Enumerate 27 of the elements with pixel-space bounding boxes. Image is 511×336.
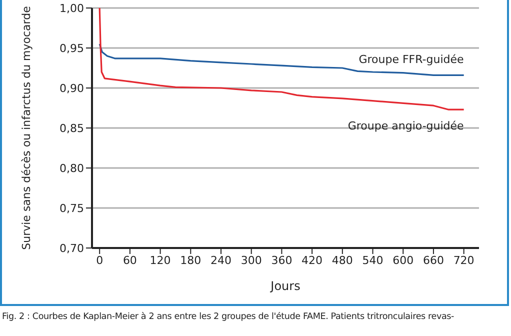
y-tick-label: 1,00	[60, 2, 84, 15]
x-tick-label: 180	[180, 254, 202, 267]
x-tick-label: 480	[332, 254, 353, 267]
x-tick-label: 360	[271, 254, 292, 267]
caption: Fig. 2 : Courbes de Kaplan-Meier à 2 ans entre les 2 groupes de l'étude FAME. Patients tritronculaires revas-	[2, 312, 454, 322]
y-axis-title: Survie sans décès ou infarctus du myocarde	[20, 6, 33, 250]
y-tick-label: 0,70	[60, 242, 84, 255]
y-tick-label: 0,75	[60, 202, 84, 215]
x-tick-label: 60	[122, 254, 137, 267]
y-tick-label: 0,80	[60, 162, 84, 175]
y-tick-label: 0,95	[60, 42, 84, 55]
series-label: Groupe angio-guidée	[348, 120, 464, 133]
y-tick-label: 0,90	[60, 82, 84, 95]
x-tick-label: 600	[392, 254, 414, 267]
x-tick-label: 240	[210, 254, 232, 267]
line-series	[98, 8, 465, 110]
x-axis-title: Jours	[270, 279, 300, 293]
line-series	[98, 43, 465, 76]
x-tick-label: 540	[362, 254, 384, 267]
x-tick-label: 660	[422, 254, 444, 267]
x-tick-label: 420	[302, 254, 323, 267]
y-tick-label: 0,85	[60, 122, 84, 135]
x-tick-label: 0	[96, 254, 104, 267]
x-tick-label: 120	[150, 254, 171, 267]
x-tick-label: 300	[240, 254, 262, 267]
x-tick-label: 720	[453, 254, 474, 267]
series-label: Groupe FFR-guidée	[358, 53, 464, 66]
